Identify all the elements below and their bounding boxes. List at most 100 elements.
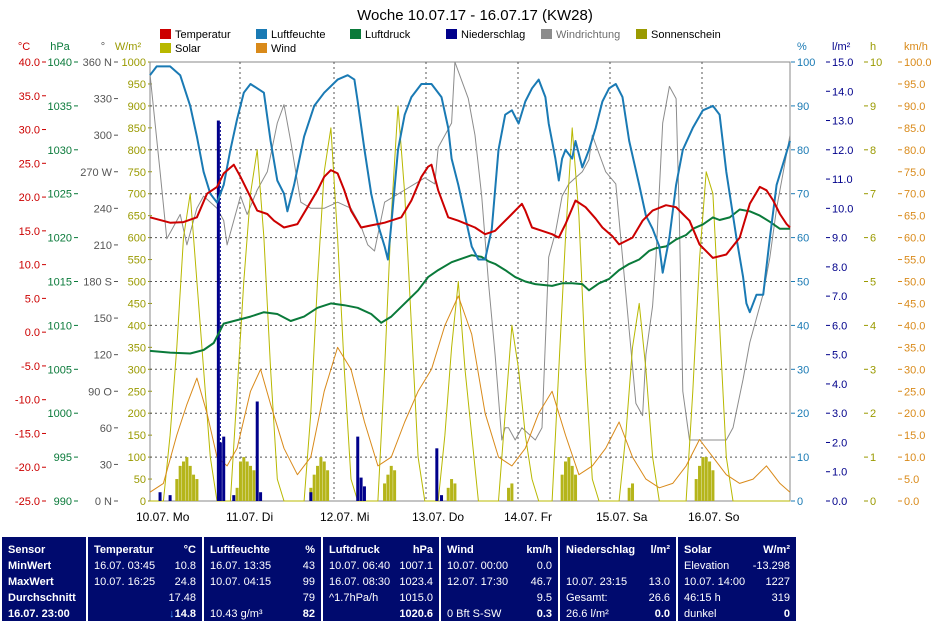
series-luftfeuchte	[149, 65, 791, 314]
rain-tick-label: 13.0	[832, 116, 853, 128]
temperature-tick-label: 0.0	[25, 327, 40, 339]
chart-axes: °C40.035.030.025.020.015.010.05.00.0-5.0…	[15, 41, 932, 508]
legend-swatch	[160, 43, 171, 53]
temp-max-value: 24.8	[174, 576, 196, 588]
solar-tick-label: 200	[128, 408, 146, 420]
x-tick-label: 14.07. Fr	[504, 510, 552, 524]
series-wind	[149, 295, 791, 493]
humidity-tick-label: 90	[797, 101, 809, 113]
sunshine-tick-label: 5	[870, 277, 876, 289]
legend-swatch	[541, 29, 552, 39]
solar-tick-label: 150	[128, 430, 146, 442]
solar-tick-label: 900	[128, 101, 146, 113]
sensor-now-label: 16.07. 23:00	[8, 608, 70, 620]
wind-tick-label: 10.0	[904, 452, 925, 464]
stats-col-luftdruck: Luftdruck hPa 10.07. 06:40 1007.1 16.07. 0…	[323, 537, 439, 621]
hum-avg-value: 79	[302, 592, 315, 604]
sunshine-bar	[450, 479, 454, 501]
press-trend: ^1.7hPa/h	[329, 592, 379, 604]
rain-tick-label: 7.0	[832, 291, 847, 303]
legend-swatch	[636, 29, 647, 39]
legend-label: Temperatur	[175, 29, 231, 41]
legend-label: Niederschlag	[461, 29, 525, 41]
direction-tick-label: 270 W	[80, 167, 112, 179]
hum-min-time: 16.07. 13:35	[210, 560, 272, 572]
rain-total-label: Gesamt:	[566, 592, 608, 604]
sunshine-bar	[701, 457, 705, 501]
temp-now-value: 14.8	[174, 608, 196, 620]
wind-tick-label: 85.0	[904, 123, 925, 135]
solar-tick-label: 300	[128, 364, 146, 376]
solar-dark-label: dunkel	[684, 608, 717, 620]
wind-tick-label: 15.0	[904, 430, 925, 442]
sunshine-bar	[704, 457, 708, 501]
solar-tick-label: 1000	[122, 57, 146, 69]
wind-max-time: 12.07. 17:30	[447, 576, 509, 588]
stats-col-niederschlag: Niederschlag l/m² 10.07. 23:15 13.0 Gesamt…	[560, 537, 676, 621]
solar-tick-label: 450	[128, 298, 146, 310]
wind-tick-label: 30.0	[904, 364, 925, 376]
humidity-tick-label: 70	[797, 189, 809, 201]
wind-tick-label: 40.0	[904, 320, 925, 332]
sunshine-bar	[175, 479, 179, 501]
legend-swatch	[256, 29, 267, 39]
rain-bar	[168, 495, 172, 501]
humidity-tick-label: 0	[797, 496, 803, 508]
wind-tick-label: 65.0	[904, 211, 925, 223]
direction-tick-label: 300	[94, 130, 112, 142]
sunshine-bar	[249, 465, 253, 501]
wind-axis-unit: km/h	[904, 41, 928, 53]
sunshine-bar	[389, 465, 393, 501]
solar-tick-label: 700	[128, 189, 146, 201]
temperature-tick-label: 35.0	[19, 91, 40, 103]
x-tick-label: 12.07. Mi	[320, 510, 369, 524]
wind-now-value: 0.3	[536, 608, 552, 620]
solar-head: Solar	[684, 544, 712, 556]
temperature-tick-label: 40.0	[19, 57, 40, 69]
sunshine-bar	[252, 470, 256, 501]
legend-label: Windrichtung	[556, 29, 620, 41]
pressure-tick-label: 1020	[48, 233, 72, 245]
humidity-tick-label: 40	[797, 320, 809, 332]
direction-tick-label: 240	[94, 203, 112, 215]
wind-max-value: 46.7	[530, 576, 552, 588]
wind-tick-label: 70.0	[904, 189, 925, 201]
wind-tick-label: 0.0	[904, 496, 919, 508]
sunshine-bar	[560, 474, 564, 501]
pressure-tick-label: 1035	[48, 101, 72, 113]
x-axis-labels: 10.07. Mo 11.07. Di 12.07. Mi 13.07. Do 14.0…	[136, 510, 740, 524]
sunshine-tick-label: 2	[870, 408, 876, 420]
rain-max-time: 10.07. 23:15	[566, 576, 628, 588]
rain-sum: 26.6 l/m²	[566, 608, 609, 620]
wind-tick-label: 60.0	[904, 233, 925, 245]
sunshine-tick-label: 9	[870, 101, 876, 113]
sunshine-bar	[178, 465, 182, 501]
wind-tick-label: 100.0	[904, 57, 932, 69]
pressure-tick-label: 990	[54, 496, 72, 508]
legend-swatch	[256, 43, 267, 53]
humidity-tick-label: 10	[797, 452, 809, 464]
solar-tick-label: 250	[128, 386, 146, 398]
rain-tick-label: 6.0	[832, 320, 847, 332]
humidity-axis-unit: %	[797, 41, 807, 53]
rain-bar	[259, 492, 263, 501]
wind-min-value: 0.0	[536, 560, 552, 572]
humidity-tick-label: 80	[797, 145, 809, 157]
chart-legend: Temperatur Luftfeuchte Luftdruck Niederschl…	[160, 29, 721, 55]
rain-tick-label: 12.0	[832, 145, 853, 157]
direction-tick-label: 330	[94, 94, 112, 106]
solar-sun-value: 319	[771, 592, 790, 604]
sunshine-bar	[567, 457, 571, 501]
sunshine-bar	[235, 487, 239, 501]
temperature-tick-label: 20.0	[19, 192, 40, 204]
sunshine-bar	[570, 465, 574, 501]
stats-col-wind: Wind km/h 10.07. 00:00 0.0 12.07. 17:30 46.…	[441, 537, 558, 621]
rain-tick-label: 4.0	[832, 379, 847, 391]
sunshine-tick-label: 6	[870, 233, 876, 245]
rain-tick-label: 8.0	[832, 262, 847, 274]
legend-label: Sonnenschein	[651, 29, 721, 41]
legend-swatch	[160, 29, 171, 39]
sunshine-bar	[453, 483, 457, 501]
legend-label: Wind	[271, 43, 296, 55]
